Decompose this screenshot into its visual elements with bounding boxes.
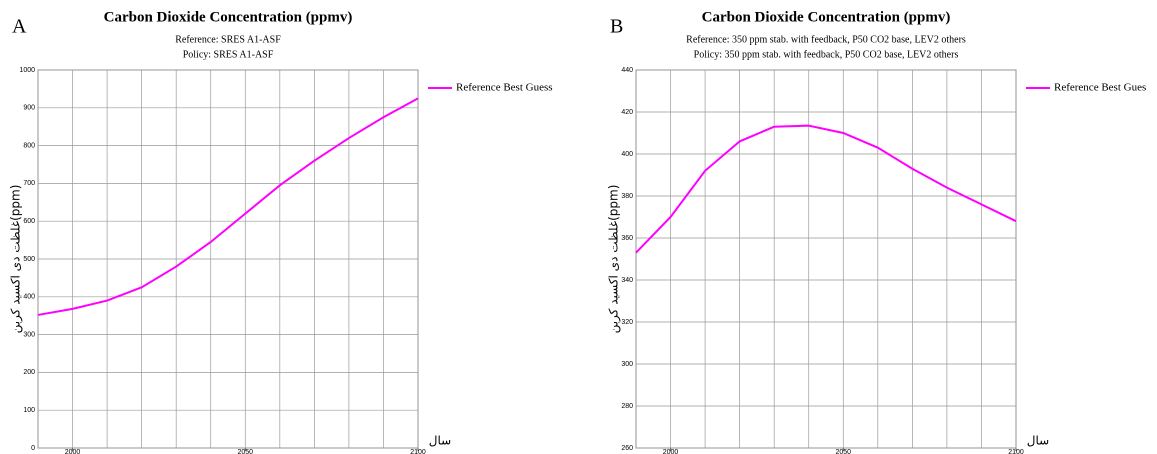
- panel: B Carbon Dioxide Concentration (ppmv) Refe…: [607, 9, 1147, 454]
- x-tick-label: 2100: [410, 449, 426, 454]
- panel-letter: A: [12, 16, 27, 38]
- subtitle: Reference: 350 ppm stab. with feedback, …: [686, 34, 966, 45]
- x-axis-label: سال: [1027, 434, 1049, 448]
- y-tick-label: 400: [621, 151, 633, 158]
- y-tick-label: 360: [621, 235, 633, 242]
- plot-area: [635, 69, 1017, 449]
- y-tick-label: 200: [23, 369, 35, 376]
- y-tick-label: 420: [621, 109, 633, 116]
- y-axis-label: غلظت دی اکسید کربن(ppm): [9, 185, 24, 334]
- y-tick-label: 500: [23, 256, 35, 263]
- data-line: [37, 97, 419, 316]
- subtitle: Policy: 350 ppm stab. with feedback, P50…: [694, 49, 959, 60]
- y-axis-label: غلظت دی اکسید کربن(ppm): [607, 185, 622, 334]
- x-axis-label: سال: [429, 434, 451, 448]
- y-tick-label: 700: [23, 180, 35, 187]
- y-tick-label: 440: [621, 67, 633, 74]
- x-tick-label: 2000: [663, 449, 679, 454]
- y-tick-label: 380: [621, 193, 633, 200]
- y-tick-label: 800: [23, 142, 35, 149]
- chart-title: Carbon Dioxide Concentration (ppmv): [104, 9, 353, 25]
- y-tick-label: 900: [23, 105, 35, 112]
- y-tick-label: 280: [621, 403, 633, 410]
- y-tick-label: 600: [23, 218, 35, 225]
- subtitle: Reference: SRES A1-ASF: [175, 34, 281, 45]
- x-tick-label: 2050: [835, 449, 851, 454]
- y-tick-label: 400: [23, 294, 35, 301]
- y-tick-label: 320: [621, 319, 633, 326]
- y-tick-label: 340: [621, 277, 633, 284]
- panel-letter: B: [610, 16, 623, 38]
- x-tick-label: 2100: [1008, 449, 1024, 454]
- legend-label: Reference Best Guess: [456, 82, 553, 94]
- legend-label: Reference Best Gues: [1054, 82, 1146, 94]
- panel: A Carbon Dioxide Concentration (ppmv) Refe…: [9, 9, 553, 454]
- chart-title: Carbon Dioxide Concentration (ppmv): [702, 9, 951, 25]
- subtitle: Policy: SRES A1-ASF: [183, 49, 274, 60]
- y-tick-label: 1000: [19, 67, 35, 74]
- data-line: [635, 124, 1017, 254]
- y-tick-label: 260: [621, 445, 633, 452]
- x-tick-label: 2050: [237, 449, 253, 454]
- y-tick-label: 300: [621, 361, 633, 368]
- y-tick-label: 0: [31, 445, 35, 452]
- x-tick-label: 2000: [65, 449, 81, 454]
- y-tick-label: 100: [23, 407, 35, 414]
- y-tick-label: 300: [23, 331, 35, 338]
